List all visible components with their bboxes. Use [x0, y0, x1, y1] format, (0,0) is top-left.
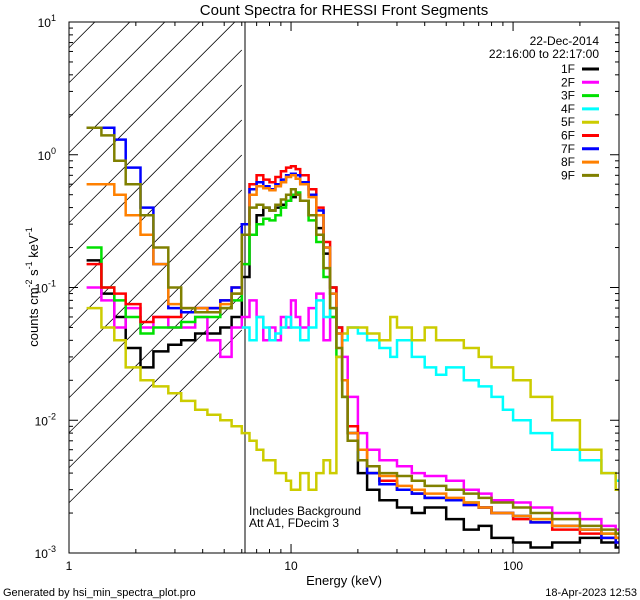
series-3F-line: [86, 191, 619, 540]
series-9F-line: [86, 126, 619, 535]
series-6F-line: [86, 164, 619, 544]
y-tick-label: 100: [38, 146, 56, 163]
hatch-line: [69, 49, 243, 224]
legend-label-3F: 3F: [561, 89, 575, 103]
hatch-line: [69, 189, 243, 364]
x-tick-label: 100: [503, 559, 523, 573]
legend-label-9F: 9F: [561, 168, 575, 182]
legend-label-4F: 4F: [561, 102, 575, 116]
y-label-exp: -1: [24, 261, 34, 269]
annotation-date: 22-Dec-2014: [530, 34, 600, 48]
series-5F-line: [86, 306, 619, 491]
y-tick-label: 101: [38, 13, 56, 30]
legend-label-8F: 8F: [561, 155, 575, 169]
hatch-line: [69, 22, 131, 84]
legend-label-6F: 6F: [561, 129, 575, 143]
note-background: Includes Background: [249, 504, 361, 518]
hatch-line: [69, 84, 243, 259]
y-label-part: counts cm: [26, 287, 41, 346]
hatch-line: [69, 224, 243, 399]
y-label-part: s: [26, 269, 41, 280]
x-tick-label: 1: [66, 559, 73, 573]
plot-frame: [68, 21, 620, 554]
footer-timestamp: 18-Apr-2023 12:53: [545, 587, 637, 599]
hatch-line: [69, 294, 243, 469]
hatch-line: [69, 329, 243, 504]
x-axis-label: Energy (keV): [306, 573, 382, 588]
footer-generated-by: Generated by hsi_min_spectra_plot.pro: [3, 587, 196, 599]
y-tick-label: 10-2: [35, 411, 56, 428]
hatch-line: [69, 119, 243, 294]
note-attenuator: Att A1, FDecim 3: [249, 516, 339, 530]
hatch-line: [69, 22, 166, 119]
chart-title: Count Spectra for RHESSI Front Segments: [200, 2, 488, 19]
series-4F-line: [241, 299, 619, 483]
excluded-region-hatching: [69, 22, 243, 504]
y-label-exp: -1: [24, 227, 34, 235]
y-tick-label: 10-1: [35, 279, 56, 296]
hatch-line: [69, 22, 201, 154]
hatch-line: [69, 154, 243, 329]
y-axis: 10-3 10-2 10-1 100 101: [35, 13, 619, 561]
legend-label-1F: 1F: [561, 62, 575, 76]
x-axis: 1 10 100: [66, 22, 620, 573]
hatch-line: [69, 259, 243, 434]
annotation-time-range: 22:16:00 to 22:17:00: [489, 47, 599, 61]
legend-label-7F: 7F: [561, 142, 575, 156]
y-axis-label: counts cm-2 s-1 keV-1: [24, 227, 41, 346]
hatch-line: [69, 22, 236, 189]
x-tick-label: 10: [284, 559, 298, 573]
y-tick-label: 10-3: [35, 544, 56, 561]
legend-label-2F: 2F: [561, 75, 575, 89]
y-label-exp: -2: [24, 279, 34, 287]
series-2F-line: [86, 286, 619, 531]
series-8F-line: [86, 174, 619, 540]
legend-label-5F: 5F: [561, 115, 575, 129]
series-layer: [86, 126, 619, 549]
y-label-part: keV: [26, 235, 41, 261]
